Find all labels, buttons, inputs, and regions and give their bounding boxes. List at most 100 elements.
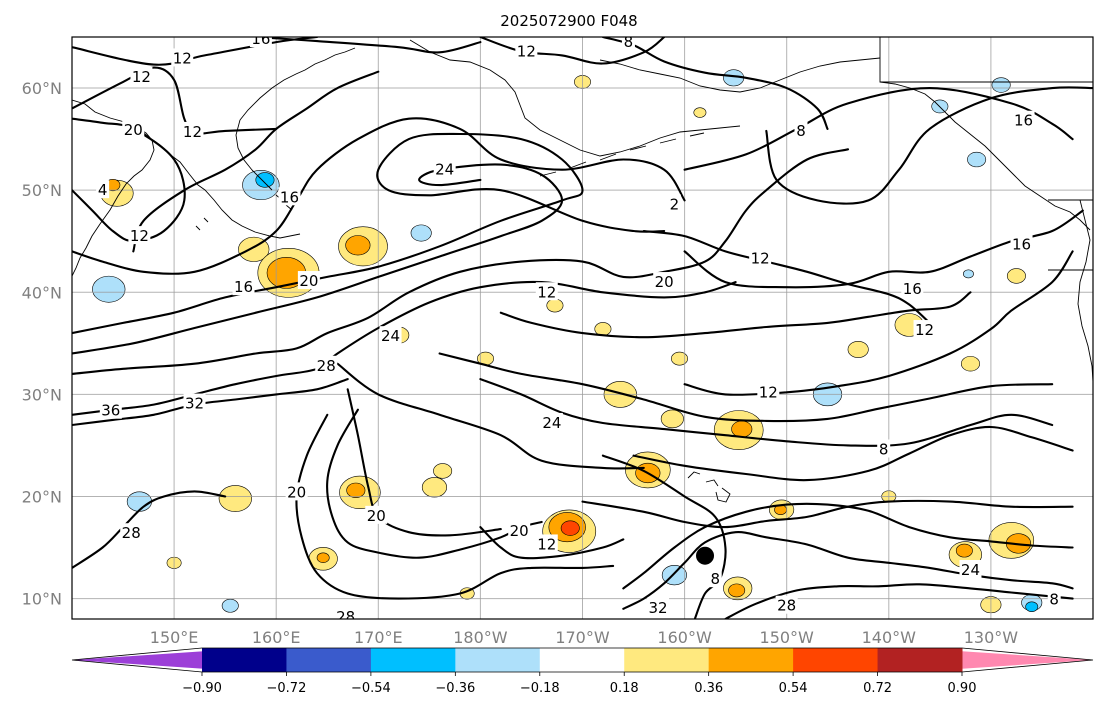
shaded-cell bbox=[594, 322, 612, 336]
contour-label-bg bbox=[913, 320, 936, 339]
coastline-bering bbox=[409, 39, 741, 157]
contour-line bbox=[479, 378, 1054, 447]
contour-line bbox=[132, 70, 380, 253]
colorbar-band bbox=[624, 648, 710, 672]
contour-label: 16 bbox=[1014, 112, 1033, 130]
contour-line bbox=[72, 280, 737, 416]
contour-label-bg bbox=[297, 271, 320, 290]
contour-label-bg bbox=[379, 326, 402, 345]
contour-line bbox=[724, 583, 1074, 619]
longitude-label: 140°W bbox=[862, 628, 917, 647]
contour-label: 16 bbox=[1012, 235, 1031, 253]
colorbar-tick-label: 0.90 bbox=[948, 681, 977, 696]
contour-label-bg bbox=[181, 121, 204, 140]
contour-layer bbox=[72, 37, 1093, 619]
latitude-label: 10°N bbox=[22, 590, 62, 609]
contour-line bbox=[642, 229, 931, 324]
contour-label: 20 bbox=[287, 483, 306, 501]
contour-line bbox=[581, 499, 1074, 529]
colorbar: −0.90 −0.72 −0.54 −0.36 −0.18 0.18 0.36 0.54 0.7… bbox=[71, 647, 1094, 696]
contour-label: 20 bbox=[510, 522, 529, 540]
contour-label-bg bbox=[621, 37, 635, 51]
longitude-label: 170°E bbox=[354, 628, 403, 647]
coastline-kamchatka bbox=[235, 47, 356, 185]
shaded-cell bbox=[92, 275, 126, 303]
contour-line bbox=[72, 148, 850, 375]
shaded-cell bbox=[671, 351, 688, 366]
colorbar-tick-label: −0.54 bbox=[351, 681, 391, 696]
longitude-label: 130°W bbox=[964, 628, 1019, 647]
contour-label: 8 bbox=[624, 33, 634, 51]
contour-label: 32 bbox=[649, 599, 668, 617]
shaded-cell bbox=[421, 477, 448, 498]
coastline-north-america bbox=[1077, 199, 1093, 383]
contour-label: 28 bbox=[317, 357, 336, 375]
contour-line bbox=[336, 362, 645, 470]
longitude-label: 170°W bbox=[555, 628, 610, 647]
shaded-cell bbox=[255, 172, 275, 188]
colorbar-band bbox=[455, 648, 541, 672]
coastline-hawaii bbox=[687, 471, 731, 503]
contour-label-bg bbox=[365, 505, 388, 524]
contour-label: 8 bbox=[879, 441, 889, 459]
colorbar-band bbox=[793, 648, 879, 672]
point-marker bbox=[696, 546, 715, 565]
latitude-labels: 60°N 50°N 40°N 30°N 20°N 10°N bbox=[22, 79, 62, 609]
contour-label: 12 bbox=[132, 68, 151, 86]
latitude-label: 40°N bbox=[22, 283, 62, 302]
contour-line bbox=[479, 526, 625, 560]
contour-label-bg bbox=[653, 272, 676, 291]
colorbar-tick-label: 0.54 bbox=[779, 681, 808, 696]
contour-line bbox=[499, 291, 972, 339]
shaded-cell bbox=[1025, 601, 1039, 612]
contour-label-bg bbox=[99, 400, 122, 419]
contour-line bbox=[72, 37, 319, 66]
contour-label-bg bbox=[130, 66, 153, 85]
contour-label: 28 bbox=[336, 608, 355, 626]
contour-label: 12 bbox=[183, 123, 202, 141]
contour-line bbox=[683, 87, 1074, 171]
contour-line bbox=[254, 37, 482, 54]
contour-label: 16 bbox=[903, 280, 922, 298]
colorbar-tick-label: −0.36 bbox=[435, 681, 475, 696]
colorbar-tick-label: 0.72 bbox=[863, 681, 892, 696]
contour-label-bg bbox=[285, 482, 308, 501]
latitude-label: 20°N bbox=[22, 487, 62, 506]
contour-label: 12 bbox=[537, 535, 556, 553]
latitude-label: 60°N bbox=[22, 79, 62, 98]
contour-label-bg bbox=[775, 595, 798, 614]
contour-label: 12 bbox=[130, 227, 149, 245]
coastline-aleutians bbox=[539, 132, 705, 177]
contour-label: 24 bbox=[542, 414, 561, 432]
contour-label-bg bbox=[535, 282, 558, 301]
contour-label-bg bbox=[120, 523, 143, 542]
shaded-cell bbox=[731, 420, 753, 438]
shaded-cell bbox=[963, 269, 974, 279]
coastline-alaska bbox=[599, 57, 1091, 231]
longitude-label: 160°E bbox=[252, 628, 301, 647]
colorbar-tick-label: −0.90 bbox=[182, 681, 222, 696]
coastline-layer bbox=[72, 37, 1093, 503]
latitude-label: 50°N bbox=[22, 181, 62, 200]
contour-label: 12 bbox=[759, 383, 778, 401]
contour-label-bg bbox=[1047, 589, 1061, 608]
contour-label-bg bbox=[749, 248, 772, 267]
contour-label-bg bbox=[535, 534, 558, 553]
contour-label: 4 bbox=[98, 181, 108, 199]
contour-line bbox=[72, 66, 278, 135]
shaded-cell bbox=[728, 583, 746, 598]
shaded-cell bbox=[410, 224, 432, 242]
colorbar-band bbox=[202, 648, 287, 672]
colorbar-tick-label: −0.72 bbox=[267, 681, 307, 696]
contour-label-bg bbox=[708, 569, 722, 588]
contour-label: 20 bbox=[367, 507, 386, 525]
shaded-cell bbox=[693, 107, 707, 118]
shaded-cell bbox=[316, 552, 330, 563]
map-title: 2025072900 F048 bbox=[500, 12, 637, 30]
shaded-cell bbox=[991, 77, 1011, 93]
contour-label-bg bbox=[794, 120, 808, 139]
contour-line bbox=[622, 531, 1074, 610]
colorbar-band bbox=[708, 648, 794, 672]
longitude-label: 160°W bbox=[657, 628, 712, 647]
